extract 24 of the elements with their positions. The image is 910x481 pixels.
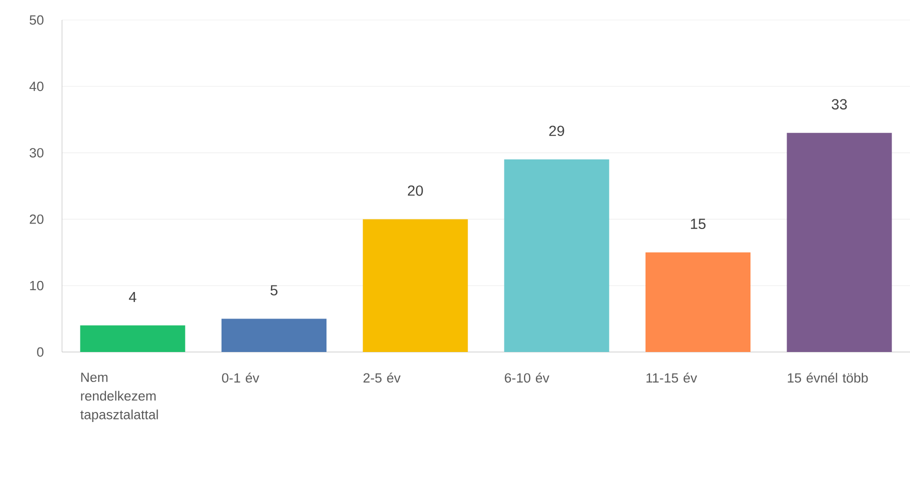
bar (646, 252, 750, 352)
y-tick-label: 20 (30, 214, 44, 224)
y-tick-label: 10 (30, 280, 44, 290)
y-tick-label: 50 (30, 15, 44, 25)
x-tick-label: 2-5 év (364, 372, 401, 383)
data-label: 33 (832, 99, 847, 110)
y-tick-label: 0 (37, 347, 44, 357)
bar (504, 159, 610, 352)
data-label: 5 (270, 285, 278, 296)
x-tick-label: 15 évnél több (788, 372, 868, 383)
data-label: 20 (408, 185, 423, 196)
x-tick-label: 11-15 év (646, 372, 698, 383)
x-tick-label: 6-10 év (504, 372, 550, 383)
bar (786, 132, 892, 352)
bar (80, 325, 186, 352)
x-tick-label: 0-1 év (222, 372, 260, 383)
x-tick-label: Nem rendelkezem tapasztalattal (80, 372, 158, 422)
data-label: 4 (128, 292, 136, 302)
y-tick-label: 30 (30, 148, 44, 158)
y-tick-label: 40 (29, 82, 44, 92)
data-label: 29 (549, 126, 564, 136)
bar (222, 318, 327, 352)
bar (362, 219, 468, 352)
data-label: 15 (690, 218, 706, 230)
